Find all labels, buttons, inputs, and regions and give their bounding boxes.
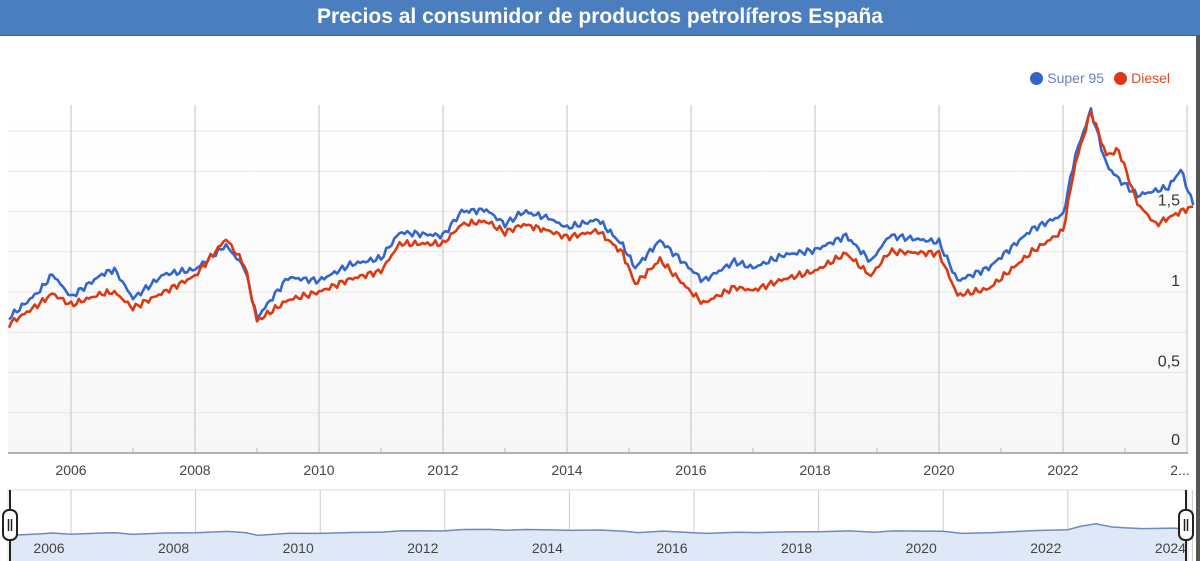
range-tick-label: 2006 [33,540,64,556]
range-handle-left[interactable] [2,490,18,561]
diesel-dot-icon [1114,71,1128,85]
x-tick-label: 2... [1170,462,1189,478]
range-tick-label: 2008 [158,540,189,556]
x-tick-label: 2016 [675,462,706,478]
y-tick-label: 0,5 [1158,354,1180,371]
window-edge [1196,35,1200,561]
range-tick-label: 2022 [1030,540,1061,556]
range-tick-label: 2010 [283,540,314,556]
x-tick-label: 2014 [551,462,582,478]
y-tick-label: 1,5 [1158,193,1180,210]
range-tick-label: 2012 [407,540,438,556]
legend-label-diesel: Diesel [1131,70,1170,86]
plot-area [8,105,1188,453]
range-tick-label: 2014 [532,540,563,556]
vertical-gridlines [70,105,1188,453]
range-selector-line [9,523,1187,537]
x-tick-label: 2018 [799,462,830,478]
chart-legend: Super 95 Diesel [1030,70,1170,86]
left-handle-grip-icon[interactable] [2,509,18,541]
y-tick-label: 1 [1171,273,1180,290]
chart-title: Precios al consumidor de productos petro… [0,0,1200,36]
range-tick-label: 2020 [906,540,937,556]
x-tick-label: 2008 [179,462,210,478]
data-series [7,107,1195,329]
range-tick-label: 2016 [656,540,687,556]
x-tick-label: 2020 [923,462,954,478]
x-tick-label: 2010 [303,462,334,478]
series-line-diesel[interactable] [7,110,1194,329]
legend-item-super95[interactable]: Super 95 [1030,70,1104,86]
range-tick-label: 2018 [781,540,812,556]
range-selector-area [10,523,1186,561]
range-selector-labels: 2006 2008 2010 2012 2014 2016 2018 2020 2022 2024 [33,540,1186,556]
x-tick-label: 2006 [55,462,86,478]
legend-label-super95: Super 95 [1047,70,1105,86]
y-axis-labels: 0 0,5 1 1,5 [1158,193,1180,450]
legend-item-diesel[interactable]: Diesel [1114,70,1170,86]
x-axis-ticks: 2006 2008 2010 2012 2014 2016 2018 2020 2022 2... [55,448,1190,478]
x-tick-label: 2012 [427,462,458,478]
range-handle-right[interactable] [1178,490,1194,561]
y-tick-label: 0 [1171,432,1180,449]
right-handle-grip-icon[interactable] [1178,509,1194,541]
horizontal-gridlines [8,130,1188,414]
range-tick-label: 2024 [1155,540,1186,556]
x-tick-label: 2022 [1047,462,1078,478]
super95-dot-icon [1030,71,1044,85]
